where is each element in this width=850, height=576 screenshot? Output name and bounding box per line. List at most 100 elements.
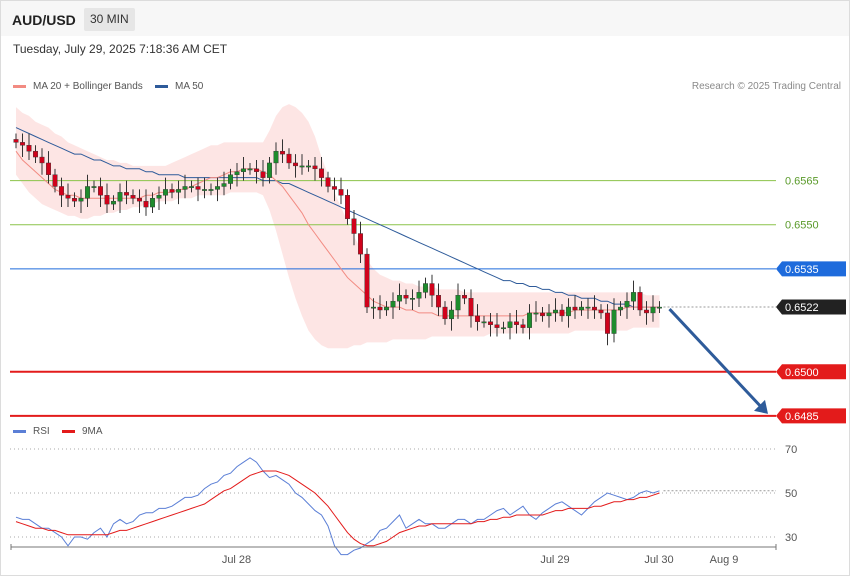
legend-ma50-label: MA 50 [175, 81, 204, 92]
level-0-6485-label: 0.6485 [785, 411, 819, 423]
candle [195, 177, 201, 202]
candle [65, 183, 71, 208]
candle-body [644, 309, 650, 314]
candle-body [169, 189, 175, 193]
candle [449, 301, 455, 331]
candle [520, 318, 526, 334]
candle-body [59, 186, 65, 196]
candle [423, 277, 429, 299]
candle [338, 177, 344, 205]
candle [247, 162, 253, 175]
level-0-6522-tag [776, 299, 846, 315]
candle [546, 304, 552, 328]
level-0-6500-tag [776, 364, 846, 380]
candle [553, 298, 559, 322]
candle-body [20, 142, 26, 146]
candle [572, 295, 578, 319]
forecast-arrow-shaft [668, 308, 764, 409]
candle [123, 180, 129, 205]
candle [299, 154, 305, 175]
candle [188, 180, 194, 193]
candle [143, 189, 149, 216]
candle [455, 283, 461, 319]
bollinger-band-area [16, 104, 660, 349]
legend-rsi9-label: 9MA [82, 426, 103, 437]
candle [84, 174, 90, 208]
candle [13, 133, 19, 149]
candle-body [488, 321, 494, 325]
candle-body [592, 306, 598, 311]
candle [306, 160, 312, 172]
candle-body [462, 295, 468, 299]
rsi-line [15, 457, 660, 556]
candle [221, 171, 227, 196]
candle-body [240, 168, 246, 172]
candle-body [33, 150, 39, 158]
level-0-6500-label: 0.6500 [785, 367, 819, 379]
candle [162, 177, 168, 205]
candle [253, 160, 259, 184]
candle [598, 304, 604, 319]
timeframe-badge[interactable]: 30 MIN [84, 8, 135, 31]
candle [566, 298, 572, 328]
candle-body [605, 312, 611, 334]
candle [540, 307, 546, 322]
candle-body [598, 309, 604, 314]
candle-body [481, 321, 487, 324]
candle [345, 189, 351, 225]
candle-body [345, 195, 351, 220]
candle-body [46, 162, 52, 175]
level-0-6535-tag [776, 261, 846, 277]
candle [481, 315, 487, 328]
candle [130, 189, 136, 205]
candle-body [429, 283, 435, 296]
candle-body [208, 189, 214, 191]
x-label-jul-29: Jul 29 [540, 554, 569, 566]
candle [429, 274, 435, 308]
candle-body [631, 292, 637, 302]
ma20-swatch [13, 85, 26, 88]
candle [91, 180, 97, 193]
symbol-title: AUD/USD [12, 12, 76, 28]
candle-body [410, 298, 416, 300]
candle [371, 298, 377, 319]
candle-body [533, 312, 539, 315]
x-label-jul-28: Jul 28 [222, 554, 251, 566]
candle-body [572, 306, 578, 311]
candle [117, 183, 123, 213]
candle-body [156, 195, 162, 199]
candle-body [468, 298, 474, 317]
candle-body [247, 168, 253, 171]
candle-body [227, 174, 233, 184]
candle-body [143, 200, 149, 208]
candle [26, 133, 32, 160]
candle-body [624, 300, 630, 308]
candle-body [273, 150, 279, 164]
candle [377, 295, 383, 319]
legend-ma20: MA 20 + Bollinger Bands [13, 81, 143, 92]
candle [351, 210, 357, 246]
legend-rsi9: 9MA [62, 426, 103, 437]
candle [468, 289, 474, 328]
candle-body [657, 306, 663, 309]
candle [533, 301, 539, 322]
candle [462, 289, 468, 305]
rsi-tick-70: 70 [785, 444, 797, 456]
ma50-line [15, 127, 660, 308]
candle-body [221, 183, 227, 187]
level-0-6550-label: 0.6550 [785, 220, 819, 232]
candle [52, 168, 58, 193]
candle-body [306, 165, 312, 168]
candle [579, 301, 585, 316]
candle [240, 157, 246, 181]
candle-body [637, 292, 643, 311]
candle-body [234, 171, 240, 175]
candle-body [358, 233, 364, 255]
candle [384, 301, 390, 316]
candle [514, 310, 520, 334]
candle-body [494, 324, 500, 328]
candle [169, 183, 175, 199]
candle-body [267, 162, 273, 178]
legend-ma20-label: MA 20 + Bollinger Bands [33, 81, 143, 92]
chart-datetime: Tuesday, July 29, 2025 7:18:36 AM CET [13, 42, 228, 56]
